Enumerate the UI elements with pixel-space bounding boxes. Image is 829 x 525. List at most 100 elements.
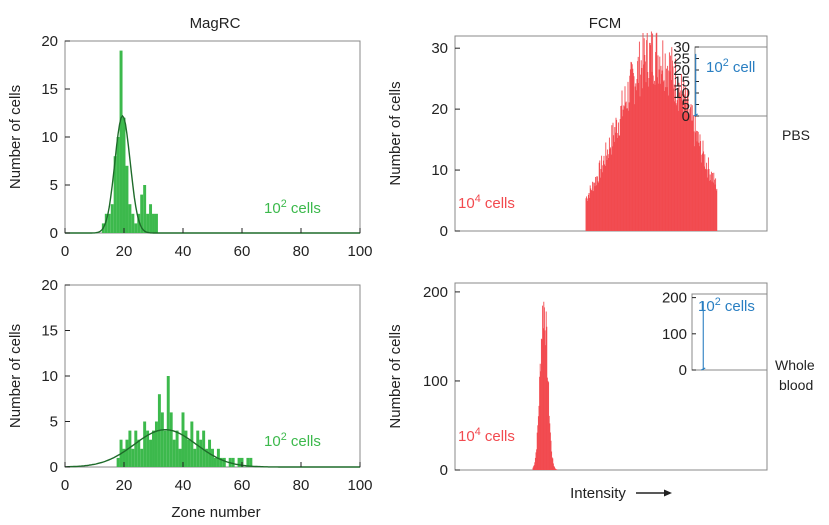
inset-y-tick-label: 15	[673, 74, 690, 91]
heading-magrc: MagRC	[190, 15, 241, 32]
histogram-bar	[104, 213, 108, 233]
inset-y-tick-label: 20	[673, 62, 690, 79]
x-tick-label: 20	[116, 477, 133, 494]
annotation-superscript: 4	[475, 426, 481, 438]
annotation-rest: cells	[481, 195, 515, 212]
annotation-superscript: 2	[281, 198, 287, 210]
histogram-bar	[152, 213, 155, 233]
histogram-bar	[172, 439, 176, 467]
y-axis-label: Number of cells	[7, 85, 24, 189]
histogram-bar	[107, 213, 111, 233]
inset-y-tick-label: 0	[682, 108, 690, 125]
annotation-base: 10	[698, 298, 715, 315]
histogram-bar	[181, 412, 185, 467]
cell-count-annotation: 102 cells	[698, 296, 755, 315]
y-tick-label: 10	[41, 129, 58, 146]
histogram-bar	[187, 439, 191, 467]
histogram-bar	[131, 448, 135, 467]
gaussian-fit-line	[65, 429, 360, 468]
x-tick-label: 20	[116, 243, 133, 260]
inset-y-tick-label: 100	[662, 326, 687, 343]
heading-fcm: FCM	[589, 15, 622, 32]
inset-spike-base	[693, 113, 698, 117]
histogram-bar	[140, 194, 144, 233]
annotation-superscript: 2	[715, 296, 721, 308]
inset-y-tick-label: 200	[662, 290, 687, 307]
histogram-bar	[125, 165, 129, 233]
annotation-base: 10	[458, 428, 475, 445]
histogram-bar	[149, 204, 153, 233]
x-tick-label: 60	[234, 477, 251, 494]
y-tick-label: 100	[423, 373, 448, 390]
histogram-bar	[116, 137, 120, 233]
histogram-bar	[246, 457, 250, 467]
histogram-bar	[199, 439, 203, 467]
histogram-bar	[154, 213, 158, 233]
x-tick-label: 100	[347, 243, 372, 260]
x-tick-label: 40	[175, 243, 192, 260]
x-tick-label: 40	[175, 477, 192, 494]
histogram-bar	[134, 430, 138, 467]
histogram-bar	[205, 448, 209, 467]
x-tick-label: 0	[61, 243, 69, 260]
y-tick-label: 20	[41, 277, 58, 294]
x-tick-label: 100	[347, 477, 372, 494]
x-axis-label-intensity: Intensity	[570, 485, 626, 502]
annotation-rest: cells	[721, 298, 755, 315]
annotation-rest: cell	[729, 59, 756, 76]
intensity-arrow-icon	[636, 489, 672, 497]
histogram-bar	[119, 50, 123, 233]
y-axis-label: Number of cells	[7, 324, 24, 428]
histogram-bar	[213, 457, 217, 467]
annotation-rest: cells	[287, 433, 321, 450]
cell-count-annotation: 104 cells	[458, 426, 515, 445]
histogram-bar	[116, 457, 120, 467]
y-tick-label: 30	[431, 40, 448, 57]
x-tick-label: 60	[234, 243, 251, 260]
inset-frame	[694, 46, 768, 117]
histogram-bar	[237, 457, 241, 467]
histogram-bar	[110, 204, 114, 233]
x-tick-label: 80	[293, 477, 310, 494]
x-axis-label-zone: Zone number	[171, 504, 260, 521]
histogram-bar	[231, 457, 235, 467]
histogram-bar	[149, 439, 153, 467]
x-tick-label: 0	[61, 477, 69, 494]
y-tick-label: 5	[50, 177, 58, 194]
histogram-bar	[166, 376, 170, 467]
histogram-bar	[137, 439, 141, 467]
y-tick-label: 10	[431, 162, 448, 179]
inset-spike-base	[700, 367, 706, 371]
histogram-bar	[122, 448, 126, 467]
histogram-bar	[219, 457, 223, 467]
histogram-bar	[163, 430, 167, 467]
inset-y-tick-label: 25	[673, 51, 690, 68]
row-label-blood: blood	[779, 377, 813, 393]
annotation-base: 10	[264, 433, 281, 450]
histogram-bar	[196, 430, 200, 467]
histogram-bar	[143, 185, 147, 233]
histogram-bar	[134, 223, 138, 233]
histogram-bar	[211, 448, 214, 467]
histogram-bar	[143, 421, 147, 467]
x-tick-label: 80	[293, 243, 310, 260]
y-tick-label: 15	[41, 323, 58, 340]
y-tick-label: 15	[41, 81, 58, 98]
y-axis-label: Number of cells	[387, 81, 404, 185]
gaussian-fit-line	[65, 114, 360, 234]
y-tick-label: 0	[440, 462, 448, 479]
y-axis-label: Number of cells	[387, 324, 404, 428]
histogram-bar	[169, 412, 173, 467]
inset-frame	[691, 293, 768, 371]
histogram-bar	[122, 117, 126, 233]
histogram-bar	[128, 204, 132, 233]
y-tick-label: 0	[50, 225, 58, 242]
annotation-superscript: 2	[281, 431, 287, 443]
cell-count-annotation: 102 cells	[264, 431, 321, 450]
histogram-bar	[175, 430, 179, 467]
y-tick-label: 20	[41, 33, 58, 50]
